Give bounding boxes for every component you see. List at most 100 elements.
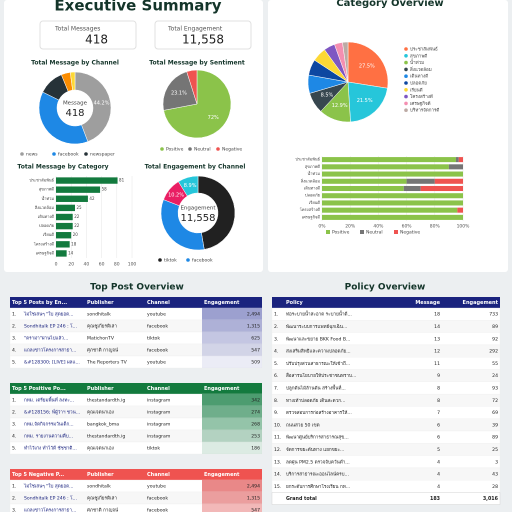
legend-marker [404,74,408,78]
table-cell: ศุภชาติ กาญจน์ [87,347,119,354]
bar-segment [406,178,435,184]
table-cell: 13 [434,336,440,342]
table-cell: tiktok [147,446,160,452]
legend-label: ปลอดภัย [410,81,427,87]
table-cell: 1,315 [247,324,260,330]
bar [56,186,101,193]
kpi-label: Total Engagement [167,26,223,33]
table-cell: 8 [437,398,440,404]
table-cell: youtube [147,360,166,366]
legend-label: Neutral [366,230,383,236]
table-cell: กทม.จัดกิจกรรมวันเด็ก... [24,420,74,428]
table-header [10,469,262,480]
center-value: 11,558 [181,213,216,224]
table-cell: sondhitalk [87,312,111,318]
table-cell: 342 [251,398,260,404]
table-cell: youtube [147,484,166,490]
slice [197,175,236,250]
engagement-cell [202,344,262,356]
slice [74,71,112,142]
bar [56,195,88,202]
table-cell: 4 [437,459,440,465]
table-cell: thestandardth.ig [87,434,125,440]
data-label: 81 [119,178,125,183]
table-cell: 4. [12,348,16,354]
table-cell: 5. [274,361,278,367]
section-title: Top Post Overview [90,283,184,293]
table-cell: 3. [12,508,16,512]
x-tick-label: 0% [318,224,326,230]
bar [56,232,72,239]
table-cell: 8 [437,385,440,391]
table-cell: facebook [147,496,168,502]
x-tick-label: 20% [345,224,356,230]
table-cell: ไม่ใช่เล่นๆ "ใบ สุดยอด... [23,311,74,318]
table-cell: 6 [437,422,440,428]
bar-segment [322,171,463,177]
legend-label: บริหารจัดการดี [410,108,439,114]
legend-marker [158,258,162,262]
table-cell: instagram [147,410,171,416]
table-cell: 1. [12,398,16,404]
table-cell: facebook [147,508,168,512]
legend-marker [404,81,408,85]
kpi-card [154,20,252,50]
y-tick-label: ประชาสัมพันธ์ [29,178,54,183]
table-cell: instagram [147,434,171,440]
table-cell: ปรับปรุงสวนสาธารณะให้เข้าถึ... [286,360,350,367]
table-row [9,355,263,369]
engagement-cell [202,320,262,332]
bar-segment [322,200,463,206]
chart-title: Total Engagement by Channel [145,164,246,171]
legend-label: tiktok [164,258,177,264]
legend-marker [20,152,24,156]
bar-segment [322,185,404,192]
x-tick-label: 60% [402,224,413,230]
table-cell: 25 [492,447,498,453]
legend-label: สิ่งแวดล้อม [410,66,432,73]
column-header: Engagement [204,386,240,392]
slice [342,41,349,83]
total-cell: Grand total [286,496,317,502]
section-title: Policy Overview [345,283,426,293]
bar [56,177,118,184]
data-label: 18 [71,241,77,246]
legend-marker [404,94,408,99]
table-cell: คุณเจตนาเอง [87,447,114,452]
table-cell: 89 [492,324,498,330]
table-cell: Sondhitalk EP 246 : โ... [24,495,77,502]
table-cell: พัฒนาระบบการแพทย์ฉุกเฉิน... [286,323,347,330]
table-cell: พัฒนาศูนย์บริการสาธารณสุข... [286,434,349,441]
table-cell: 9. [274,410,278,416]
legend-label: น้ำท่วม [410,59,424,66]
slice [186,69,198,105]
x-tick-label: 100 [128,262,137,268]
table-cell: 92 [492,336,498,342]
table-cell: 5. [12,446,16,452]
bar-segment [455,157,459,163]
table-cell: 69 [492,410,498,416]
table-cell: 547 [251,508,260,512]
table-cell: 2,494 [247,312,260,318]
x-tick-label: 80% [430,224,441,230]
bar-segment [322,178,407,184]
table-cell: 43 [492,472,498,478]
table-cell: 39 [492,422,498,428]
table-cell: 12 [434,349,440,355]
table-cell: ส่งเสริมสิทธิและความปลอดภัย... [286,348,351,355]
table-cell: instagram [147,422,171,428]
table-cell: 4 [437,484,440,490]
bar [56,250,67,257]
table-cell: ลดฝุ่น PM2.5 ตรวจจับควันดำ... [286,458,350,465]
table-cell: 3 [495,459,498,465]
table-cell: youtube [147,312,166,318]
table-cell: 6. [274,373,278,379]
table-cell: 2. [12,410,16,416]
data-label: 42 [89,196,95,201]
x-tick-label: 0 [55,262,58,268]
table-cell: แถลงข่าวโครงการสาธา... [24,347,76,354]
table-cell: คุณชูเกียรติเล่า [87,323,117,330]
table-cell: 15. [274,484,281,490]
y-tick-label: น้ำท่วม [42,194,55,201]
